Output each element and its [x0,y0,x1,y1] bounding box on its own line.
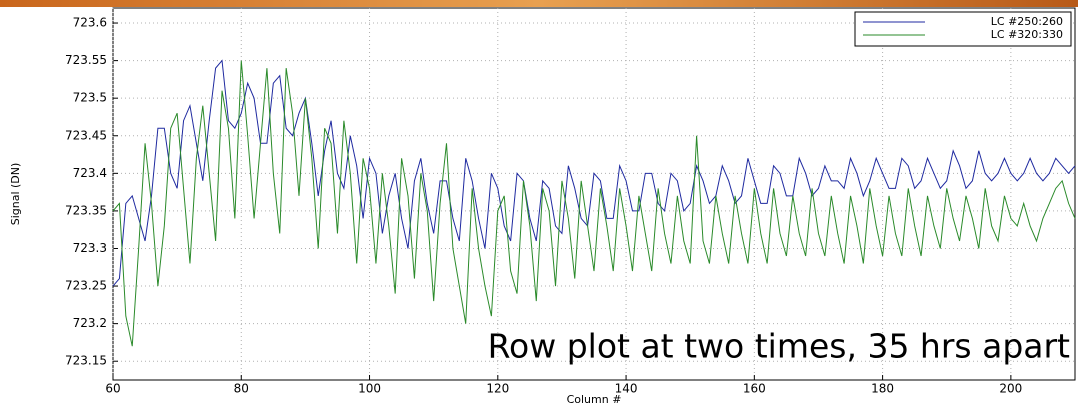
series-line [112,60,1076,347]
x-tick-label: 120 [486,382,509,396]
x-tick-label: 100 [358,382,381,396]
annotation: Row plot at two times, 35 hrs apart [488,327,1070,366]
y-tick-label: 723.15 [65,354,107,368]
y-axis-label: Signal (DN) [9,163,22,226]
y-tick-label: 723.5 [73,91,107,105]
legend-label: LC #320:330 [991,28,1063,41]
y-tick-label: 723.6 [73,16,107,30]
y-tick-label: 723.55 [65,53,107,67]
y-tick-label: 723.3 [73,241,107,255]
legend-box [854,11,1072,47]
series-line [112,59,1076,287]
y-tick-label: 723.35 [65,203,107,217]
y-tick-label: 723.4 [73,166,107,180]
x-tick-label: 140 [615,382,638,396]
x-tick-label: 60 [105,382,120,396]
x-axis-label: Column # [567,393,622,406]
x-tick-label: 80 [234,382,249,396]
x-tick-label: 200 [999,382,1022,396]
legend-label: LC #250:260 [991,15,1063,28]
x-tick-label: 160 [743,382,766,396]
y-tick-label: 723.2 [73,316,107,330]
plot-area [112,7,1076,381]
y-tick-label: 723.45 [65,128,107,142]
y-tick-label: 723.25 [65,279,107,293]
x-tick-label: 180 [871,382,894,396]
header-banner [0,0,1078,7]
